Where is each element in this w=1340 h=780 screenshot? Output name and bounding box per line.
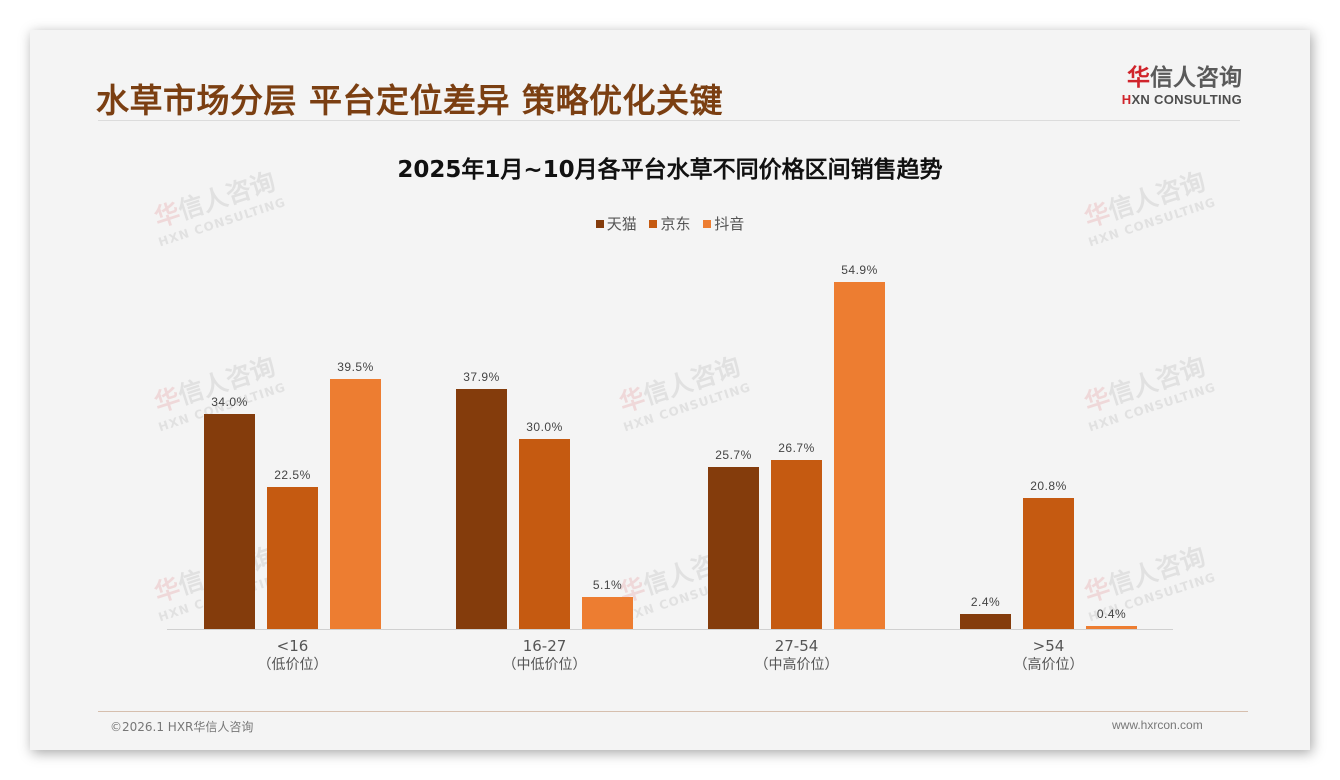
company-logo: 华信人咨询 HXN CONSULTING [1110,64,1242,108]
category-range: <16 [276,637,309,655]
category-range: 27-54 [774,637,819,655]
bar-chart-plot: 34.0% 37.9% 25.7% 2.4% 22.5% 30.0% 26.7% 20.8% 3… [30,30,1310,750]
legend-swatch-jd [649,220,658,228]
data-label: 22.5% [274,467,311,482]
header-divider [98,120,1240,121]
legend-label: 抖音 [714,215,745,233]
logo-chinese: 华信人咨询 [1110,64,1242,92]
data-label: 30.0% [526,420,563,435]
page-title: 水草市场分层 平台定位差异 策略优化关键 [96,81,723,120]
category-tier: （中高价位） [754,657,839,673]
data-label: 0.4% [1096,607,1127,622]
legend-item-tmall[interactable]: 天猫 [595,213,637,234]
logo-chinese-text: 信人咨询 [1150,65,1242,91]
data-label: 20.8% [1030,478,1067,493]
logo-english-text: XN CONSULTING [1131,92,1242,107]
bar-jd[interactable] [771,460,822,629]
slide: 水草市场分层 平台定位差异 策略优化关键 华信人咨询 HXN CONSULTIN… [30,30,1310,750]
data-label: 2.4% [970,594,1001,609]
data-label: 39.5% [337,360,374,375]
bar-jd[interactable] [267,486,318,629]
bar-tmall[interactable] [204,414,255,629]
legend-swatch-tmall [595,220,604,228]
footer-divider [98,711,1248,712]
logo-mark: 华 [1127,65,1150,91]
legend-item-jd[interactable]: 京东 [649,213,691,234]
bar-jd[interactable] [519,439,570,629]
bar-tmall[interactable] [456,389,507,629]
data-label: 34.0% [211,395,248,410]
data-label: 26.7% [778,441,815,456]
data-label: 5.1% [592,577,623,592]
bar-jd[interactable] [1023,497,1074,629]
bar-tmall[interactable] [708,466,759,629]
category-tier: （高价位） [1013,657,1084,673]
category-tier: （中低价位） [502,657,587,673]
data-label: 25.7% [715,447,752,462]
legend-item-douyin[interactable]: 抖音 [703,213,744,234]
footer-copyright: ©2026.1 HXR华信人咨询 [110,720,254,734]
bar-douyin[interactable] [330,379,381,629]
chart-legend: 天猫 京东 抖音 [30,213,1310,234]
logo-english-mark: H [1121,92,1132,107]
x-axis-category-label: >54 （高价位） [949,637,1149,675]
category-range: 16-27 [522,637,567,655]
chart-title: 2025年1月~10月各平台水草不同价格区间销售趋势 [397,157,943,183]
bar-douyin[interactable] [1086,626,1137,629]
footer-website[interactable]: www.hxrcon.com [1112,718,1203,732]
x-axis-line [167,629,1173,630]
legend-label: 天猫 [606,215,637,233]
category-range: >54 [1032,637,1065,655]
x-axis-category-label: 16-27 （中低价位） [445,637,645,675]
logo-english: HXN CONSULTING [1110,92,1242,108]
data-label: 37.9% [463,370,500,385]
bar-douyin[interactable] [582,596,633,629]
x-axis-category-label: <16 （低价位） [193,637,393,675]
category-tier: （低价位） [257,657,328,673]
bar-douyin[interactable] [834,282,885,629]
data-label: 54.9% [841,263,878,278]
x-axis-category-label: 27-54 （中高价位） [697,637,897,675]
legend-label: 京东 [660,215,691,233]
bar-tmall[interactable] [960,613,1011,629]
legend-swatch-douyin [703,220,712,228]
